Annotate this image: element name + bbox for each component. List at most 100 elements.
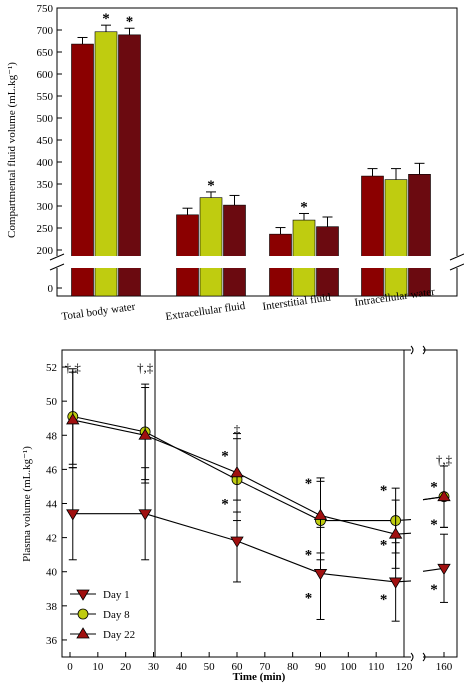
legend-label: Day 1 <box>103 589 130 601</box>
significance-annotation: * <box>430 517 438 533</box>
bar-y-axis: 750 700 650 600 550 500 450 400 350 300 250 200 0 <box>37 3 62 295</box>
significance-annotation: * <box>305 476 313 492</box>
significance-annotation: * <box>430 479 438 495</box>
significance-star: * <box>300 199 308 215</box>
bar <box>176 214 199 297</box>
bar-category-label: Extracellular fluid <box>165 300 247 323</box>
bar <box>199 197 223 297</box>
line-x-tick-label: 50 <box>204 661 216 673</box>
significance-annotation: * <box>221 497 229 513</box>
data-point-triangle-up <box>388 527 403 539</box>
series-line <box>72 513 396 583</box>
line-x-tick-label: 160 <box>436 661 453 673</box>
significance-annotations: †,‡ †,‡ ‡ * * * * * * * * †,‡ * * * <box>65 360 453 608</box>
line-y-axis-label: Plasma volume (mL.kg⁻¹) <box>21 446 33 562</box>
line-x-axis-label: Time (min) <box>233 671 286 683</box>
line-chart-panel: 52 50 48 46 44 42 40 38 36 0 10 20 30 40 50 60 70 80 90 10… <box>21 344 458 683</box>
line-y-tick-label: 44 <box>46 499 58 511</box>
significance-star: * <box>102 11 110 27</box>
data-point-triangle-up <box>230 466 244 478</box>
line-x-tick-label: 110 <box>368 661 385 673</box>
significance-annotation: †,‡ <box>137 360 154 375</box>
data-point-triangle-up <box>76 627 90 639</box>
line-y-tick-label: 42 <box>46 533 57 545</box>
line-x-tick-label: 80 <box>287 661 299 673</box>
legend: Day 1 Day 8 Day 22 <box>70 589 135 641</box>
significance-star: * <box>207 178 215 194</box>
line-y-tick-label: 38 <box>46 601 58 613</box>
data-point-triangle-up <box>437 489 451 502</box>
significance-annotation: * <box>305 590 313 606</box>
significance-annotation: †,‡ <box>436 452 453 467</box>
line-y-tick-label: 36 <box>46 635 58 647</box>
bar-series-group: * * * * <box>71 11 431 297</box>
bar <box>223 204 246 297</box>
data-point-circle <box>77 608 89 620</box>
line-y-tick-label: 48 <box>46 430 58 442</box>
significance-annotation: * <box>380 537 388 553</box>
data-point-triangle-down <box>313 569 328 581</box>
data-point-triangle-up <box>66 413 80 425</box>
line-axis-break <box>411 344 423 664</box>
bar-y-tick-label: 750 <box>37 3 54 15</box>
data-point-triangle-up <box>313 508 328 520</box>
data-point-triangle-up <box>138 428 152 440</box>
legend-label: Day 8 <box>103 609 130 621</box>
legend-label: Day 22 <box>103 629 135 641</box>
line-y-tick-label: 50 <box>46 396 58 408</box>
bar-y-tick-label: 550 <box>37 91 54 103</box>
bar-y-tick-label: 350 <box>37 179 54 191</box>
line-x-tick-label: 90 <box>315 661 327 673</box>
bar-y-axis-label: Compartmental fluid volume (mL.kg⁻¹) <box>6 62 18 238</box>
bar-axis-break <box>30 256 462 268</box>
significance-annotation: * <box>221 449 229 465</box>
bar-plot-frame <box>56 7 458 297</box>
bar-y-tick-label: 600 <box>37 69 54 81</box>
line-x-axis: 0 10 20 30 40 50 60 70 80 90 100 110 120 160 <box>67 652 453 673</box>
bar-axis-break-marks <box>49 253 464 271</box>
bar-y-tick-label: 400 <box>37 157 54 169</box>
line-series-group <box>66 368 451 622</box>
significance-annotation: ‡ <box>234 421 241 436</box>
line-x-tick-label: 100 <box>340 661 357 673</box>
bar <box>408 174 431 297</box>
bar-y-tick-label: 200 <box>37 245 54 257</box>
line-x-tick-label: 30 <box>148 661 160 673</box>
line-x-tick-label: 20 <box>120 661 132 673</box>
bar <box>361 175 384 297</box>
bar-y-tick-label: 500 <box>37 113 54 125</box>
bar-y-tick-label: 700 <box>37 25 54 37</box>
line-x-tick-label: 40 <box>176 661 188 673</box>
significance-annotation: * <box>380 592 388 608</box>
data-point-triangle-down <box>388 577 403 589</box>
line-x-tick-label: 120 <box>396 661 413 673</box>
significance-annotation: †,‡ <box>65 360 82 375</box>
bar-y-tick-label: 450 <box>37 135 54 147</box>
line-y-axis: 52 50 48 46 44 42 40 38 36 <box>46 362 67 647</box>
bar-y-tick-label: 0 <box>48 283 54 295</box>
bar <box>384 179 408 297</box>
data-point-triangle-down <box>66 509 80 521</box>
data-point-triangle-down <box>230 536 244 548</box>
line-y-tick-label: 46 <box>46 464 58 476</box>
line-x-tick-label: 10 <box>92 661 104 673</box>
bar-y-tick-label: 300 <box>37 201 54 213</box>
line-axis-break-marks <box>410 345 426 662</box>
bar-category-label: Total body water <box>61 301 137 323</box>
bar-y-tick-label: 650 <box>37 47 54 59</box>
line-x-tick-label: 60 <box>232 661 244 673</box>
line-y-tick-label: 40 <box>46 567 58 579</box>
significance-annotation: * <box>430 582 438 598</box>
bar-y-tick-label: 250 <box>37 223 54 235</box>
significance-annotation: * <box>305 548 313 564</box>
data-point-triangle-down <box>76 589 90 601</box>
line-y-tick-label: 52 <box>46 362 57 374</box>
line-x-tick-label: 0 <box>67 661 73 673</box>
significance-annotation: * <box>380 483 388 499</box>
line-x-tick-label: 70 <box>259 661 271 673</box>
data-point-triangle-down <box>437 563 451 576</box>
significance-star: * <box>126 14 134 30</box>
data-point-triangle-down <box>138 509 152 521</box>
